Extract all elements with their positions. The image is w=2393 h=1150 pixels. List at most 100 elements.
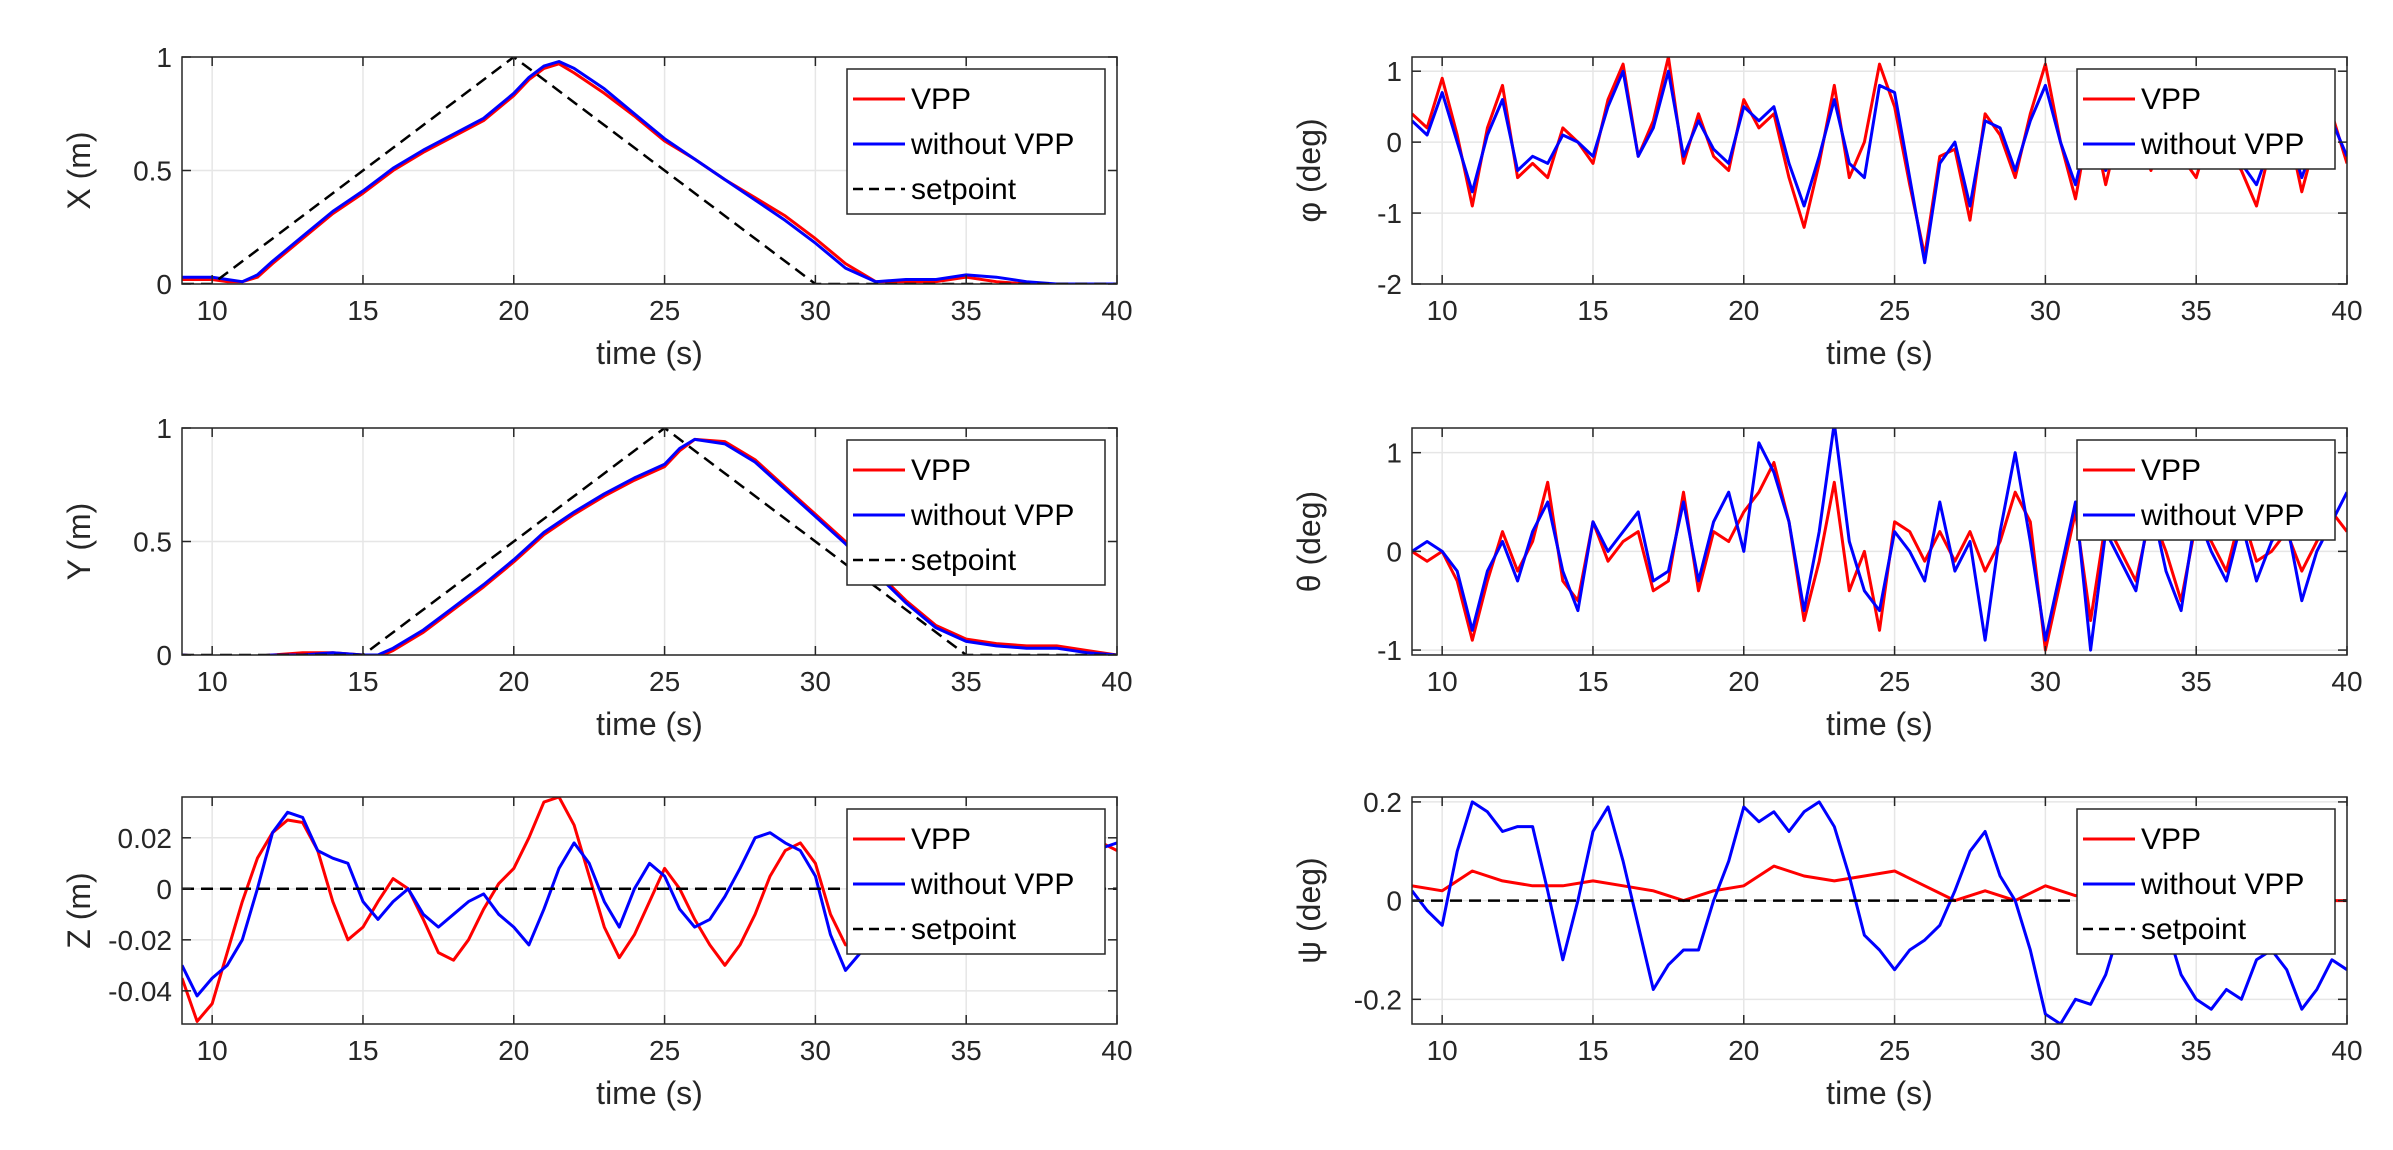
x-tick-label: 40 [2331,1035,2362,1066]
plot-psi: 10 15 20 25 30 35 40 -0.2 0 0.2 time (s) ψ (deg) VPP… [1291,787,2363,1111]
series-line-vpp [1412,57,2347,258]
x-tick-label: 10 [197,295,228,326]
x-tick-label: 25 [649,1035,680,1066]
x-tick-label: 30 [800,295,831,326]
axes-box [1411,56,2348,285]
x-axis-label: time (s) [1826,706,1933,742]
x-tick-label: 20 [1728,295,1759,326]
y-tick-label: 0 [1386,536,1402,567]
legend-label: setpoint [2141,913,2247,946]
y-tick-label: 0.5 [133,156,172,187]
x-tick-label: 15 [1577,1035,1608,1066]
y-tick-label: -1 [1377,635,1402,666]
y-tick-label: 0.02 [118,823,173,854]
plot-phi: 10 15 20 25 30 35 40 -2 -1 0 1 time (s) φ (deg) VPP wi… [1291,56,2363,371]
y-tick-label: 1 [156,42,172,73]
axes-box [181,796,1118,1025]
x-tick-label: 25 [1879,1035,1910,1066]
x-axis-label: time (s) [596,1075,703,1111]
legend: VPP without VPP [2076,439,2336,541]
legend: VPP without VPP setpoint [846,808,1106,955]
y-axis-label: X (m) [61,131,97,209]
legend-label: without VPP [2140,499,2304,532]
legend-label: setpoint [911,173,1017,206]
legend-label: without VPP [2140,868,2304,901]
legend-label: VPP [2141,823,2201,856]
y-tick-label: 0.2 [1363,787,1402,818]
x-tick-label: 20 [498,666,529,697]
x-tick-label: 10 [1427,1035,1458,1066]
series-line-without-vpp [1412,428,2347,652]
legend-box [2076,439,2336,541]
x-tick-label: 35 [951,1035,982,1066]
y-tick-label: 1 [1386,56,1402,87]
legend-label: without VPP [910,128,1074,161]
x-axis-label: time (s) [1826,1075,1933,1111]
axes-box [1411,796,2348,1025]
x-tick-label: 20 [1728,666,1759,697]
legend: VPP without VPP setpoint [2076,808,2336,955]
x-axis-label: time (s) [596,335,703,371]
y-tick-label: 0 [1386,127,1402,158]
x-tick-label: 35 [2181,1035,2212,1066]
x-tick-label: 30 [2030,295,2061,326]
x-tick-label: 25 [1879,295,1910,326]
x-tick-label: 40 [1101,666,1132,697]
y-axis-label: θ (deg) [1291,491,1327,592]
x-tick-label: 15 [347,1035,378,1066]
x-axis-label: time (s) [596,706,703,742]
y-tick-label: 1 [1386,438,1402,469]
y-tick-label: 0 [1386,886,1402,917]
plot-y: 10 15 20 25 30 35 40 0 0.5 1 time (s) Y (m) VPP witho… [61,413,1133,742]
y-axis-label: ψ (deg) [1291,857,1327,963]
x-tick-label: 15 [347,666,378,697]
legend-label: VPP [2141,83,2201,116]
legend-label: setpoint [911,544,1017,577]
x-tick-label: 40 [1101,295,1132,326]
x-tick-label: 30 [800,666,831,697]
x-axis-label: time (s) [1826,335,1933,371]
series-group [1412,428,2347,652]
x-tick-label: 10 [1427,295,1458,326]
x-tick-label: 25 [1879,666,1910,697]
y-axis-label: Y (m) [61,503,97,581]
legend-label: without VPP [2140,128,2304,161]
legend-label: VPP [911,823,971,856]
y-tick-label: -0.04 [108,976,172,1007]
legend-label: VPP [911,454,971,487]
y-tick-label: 1 [156,413,172,444]
x-tick-label: 35 [2181,666,2212,697]
legend-label: without VPP [910,868,1074,901]
legend-box [846,439,1106,586]
x-tick-label: 40 [1101,1035,1132,1066]
plot-z: 10 15 20 25 30 35 40 -0.04 -0.02 0 0.02 time (s) Z (… [61,796,1133,1111]
legend-label: without VPP [910,499,1074,532]
series-line-without-vpp [1412,800,2347,1024]
y-tick-label: -0.02 [108,925,172,956]
series-group [182,57,1117,284]
x-tick-label: 40 [2331,295,2362,326]
x-tick-label: 20 [1728,1035,1759,1066]
x-tick-label: 40 [2331,666,2362,697]
x-tick-label: 30 [2030,1035,2061,1066]
x-tick-label: 25 [649,295,680,326]
x-tick-label: 20 [498,295,529,326]
y-tick-label: 0 [156,874,172,905]
series-line-without-vpp [182,437,1117,655]
x-tick-label: 15 [1577,666,1608,697]
y-axis-label: φ (deg) [1291,118,1327,222]
y-axis-label: Z (m) [61,872,97,948]
x-tick-label: 25 [649,666,680,697]
x-tick-label: 15 [1577,295,1608,326]
y-tick-label: 0 [156,640,172,671]
y-tick-label: 0.5 [133,527,172,558]
x-tick-label: 35 [951,666,982,697]
legend-box [2076,68,2336,170]
y-tick-label: -0.2 [1354,984,1402,1015]
series-line-vpp [182,62,1117,284]
plot-x: 10 15 20 25 30 35 40 0 0.5 1 time (s) X (m) VPP witho… [61,42,1133,371]
legend-label: VPP [2141,454,2201,487]
axes-box [1411,427,2348,656]
x-tick-label: 20 [498,1035,529,1066]
